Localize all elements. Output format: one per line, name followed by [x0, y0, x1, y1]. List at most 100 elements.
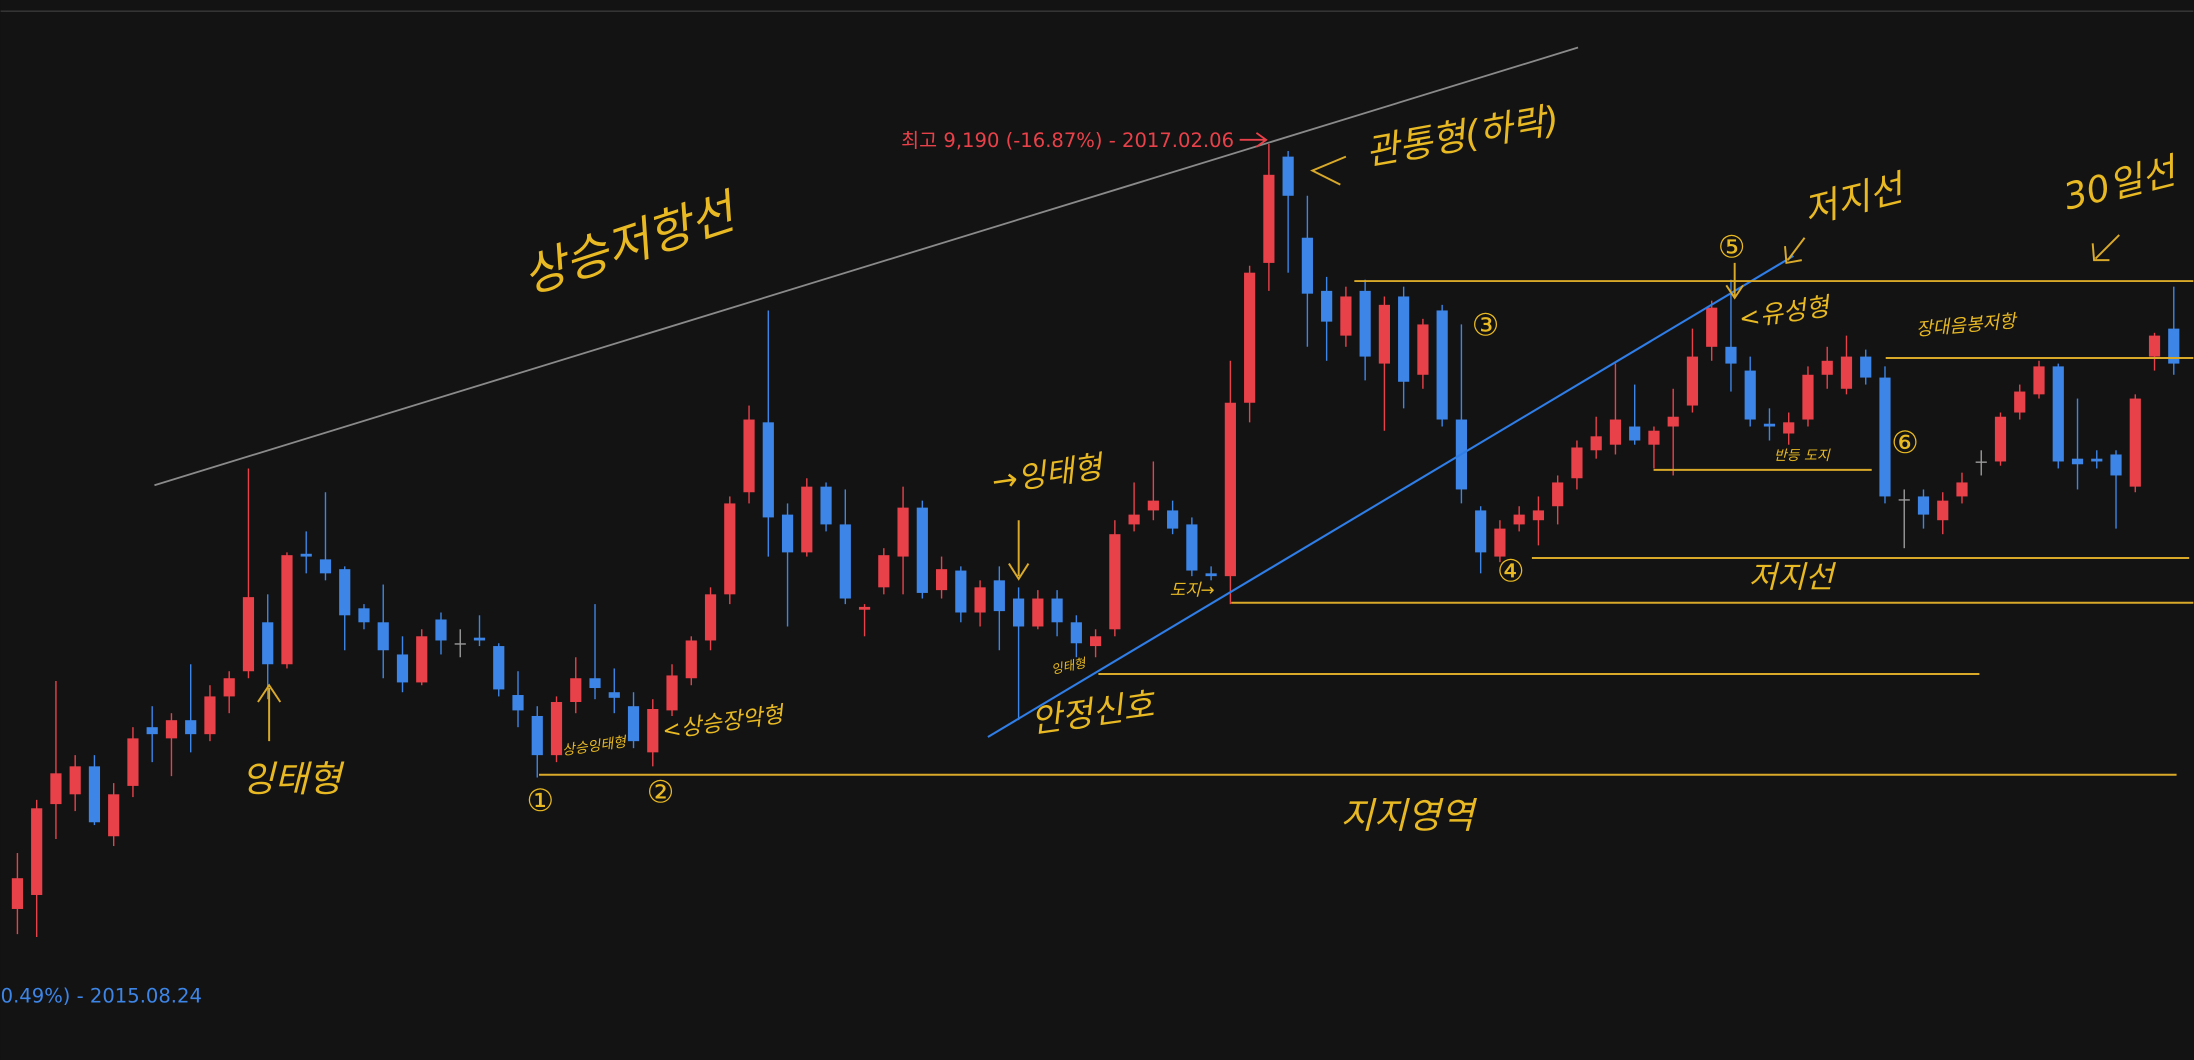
candle-body	[1609, 419, 1622, 445]
candle-body	[1571, 447, 1583, 479]
candle-body	[223, 678, 235, 697]
candle-body	[550, 702, 563, 756]
candle-body	[435, 619, 447, 641]
candle-body	[69, 766, 81, 795]
low-label: 0.49%) - 2015.08.24	[1, 985, 202, 1008]
arrow	[1725, 262, 1744, 300]
support-trend-line	[987, 255, 1794, 738]
candle-body	[1128, 514, 1140, 525]
candle-body	[1012, 598, 1025, 627]
annotation: ①	[526, 783, 554, 819]
annotation: ③	[1472, 308, 1500, 344]
candle-body	[955, 570, 967, 613]
candle-body	[570, 678, 582, 703]
annotation: ②	[647, 775, 675, 811]
candle-body	[704, 594, 717, 641]
candle-body	[666, 675, 678, 711]
annotation: 잉태형	[241, 758, 345, 801]
candle-body	[1994, 416, 2007, 462]
candle-body	[146, 727, 158, 735]
candle-body	[1417, 324, 1429, 375]
candle-body	[185, 720, 197, 735]
candle-body	[31, 808, 43, 895]
candle-body	[1648, 430, 1660, 445]
candle-body	[1763, 423, 1776, 427]
candle-body	[339, 569, 351, 616]
candle-body	[1686, 356, 1699, 406]
candle-body	[897, 507, 909, 557]
candle-body	[820, 486, 832, 525]
candle-body	[589, 678, 601, 689]
annotation: ⑤	[1718, 229, 1746, 265]
candle-body	[493, 646, 505, 690]
candle-body	[1109, 534, 1121, 630]
candle-body	[2129, 398, 2141, 487]
annotation: 저지선	[1749, 559, 1837, 595]
annotation: 도지→	[1170, 580, 1215, 600]
candle-body	[108, 794, 120, 837]
candle-body	[2148, 335, 2161, 357]
candle-body	[1532, 510, 1545, 521]
candle-body	[1513, 514, 1525, 525]
annotation: ④	[1497, 554, 1525, 590]
candle-body	[1205, 573, 1217, 577]
candle-body	[11, 878, 24, 909]
candle-body	[1898, 499, 1910, 501]
candle-body	[1321, 290, 1333, 322]
candle-body	[1821, 360, 1833, 375]
candle-body	[1224, 402, 1236, 577]
candle-body	[2168, 328, 2180, 364]
candle-body	[685, 640, 697, 679]
candle-body	[1802, 374, 1814, 420]
candle-body	[2091, 458, 2103, 462]
candle-body	[2071, 458, 2084, 465]
candle-body	[531, 715, 543, 756]
candle-body	[974, 587, 986, 613]
candle-body	[993, 580, 1005, 612]
candle-body	[50, 773, 62, 805]
candle-body	[165, 720, 178, 739]
candle-body	[281, 555, 293, 665]
arrow	[1008, 520, 1030, 581]
candle-body	[512, 695, 524, 711]
candle-body	[319, 559, 332, 574]
candle-body	[473, 637, 486, 641]
candle-body	[1590, 436, 1602, 451]
candle-body	[1879, 377, 1891, 497]
candle-body	[1070, 622, 1082, 644]
candle-body	[416, 636, 428, 683]
candle-body	[781, 514, 794, 553]
candle-body	[1706, 307, 1718, 347]
candle-body	[1032, 598, 1044, 627]
annotation: 지지영역	[1340, 794, 1477, 837]
annotation: 반등 도지	[1774, 448, 1831, 464]
candle-body	[1956, 482, 1968, 497]
candles	[11, 144, 2180, 937]
candle-body	[1340, 296, 1352, 336]
annotation: ⑥	[1891, 425, 1919, 461]
arrow	[257, 683, 282, 742]
candle-body	[858, 606, 871, 610]
candle-body	[262, 622, 274, 665]
candle-body	[647, 708, 659, 753]
candle-body	[1860, 356, 1872, 378]
candle-body	[204, 696, 216, 735]
candle-body	[1167, 510, 1179, 529]
candle-body	[2052, 366, 2064, 462]
candle-body	[2014, 391, 2026, 413]
candle-body	[1186, 524, 1198, 571]
candle-body	[627, 706, 640, 742]
candle-body	[1917, 496, 1930, 515]
resistance-line	[154, 46, 1579, 487]
candle-body	[1244, 272, 1256, 403]
high-arrow	[1239, 132, 1268, 148]
candle-body	[127, 738, 139, 786]
candle-body	[1725, 346, 1737, 364]
candle-body	[358, 608, 370, 623]
candle-body	[396, 654, 409, 683]
candle-body	[1937, 500, 1949, 521]
candle-body	[1436, 310, 1448, 420]
candle-body	[935, 569, 948, 591]
